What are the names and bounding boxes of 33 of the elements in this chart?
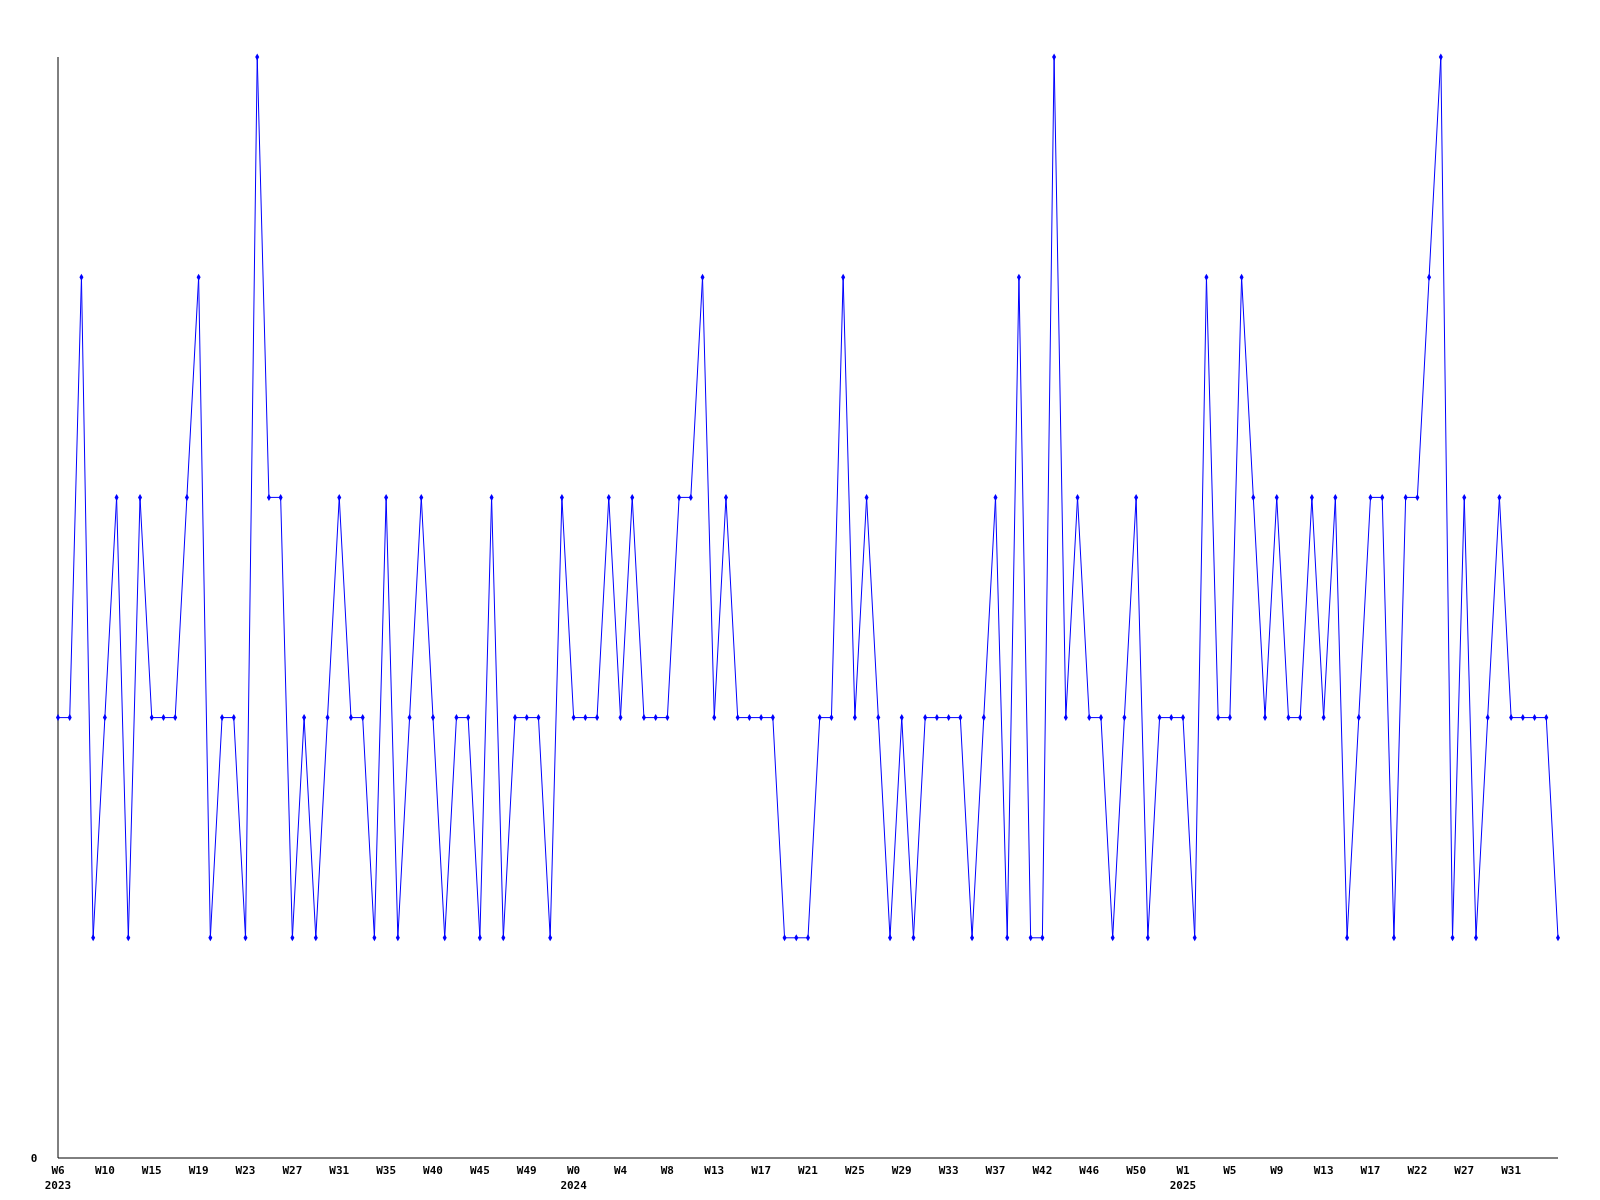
x-tick-label: W35 (376, 1164, 397, 1177)
x-tick-label: W22 (1407, 1164, 1428, 1177)
x-tick-label: W5 (1223, 1164, 1237, 1177)
x-tick-label: W1 2025 (1169, 1164, 1197, 1192)
x-tick-label: W23 (235, 1164, 256, 1177)
x-tick-label: W33 (938, 1164, 959, 1177)
x-tick-label: W13 (1313, 1164, 1334, 1177)
x-tick-label: W45 (469, 1164, 490, 1177)
x-tick-label: W50 (1126, 1164, 1147, 1177)
x-tick-label: W15 (141, 1164, 162, 1177)
x-tick-label: W40 (423, 1164, 443, 1177)
x-tick-label: W21 (798, 1164, 819, 1177)
x-tick-label: W19 (188, 1164, 209, 1177)
x-tick-label: W46 (1079, 1164, 1100, 1177)
x-tick-label: W8 (660, 1164, 674, 1177)
x-tick-label: W31 (329, 1164, 350, 1177)
x-tick-label: W10 (94, 1164, 115, 1177)
x-tick-label: W42 (1032, 1164, 1053, 1177)
text: 0 (30, 1152, 38, 1165)
x-tick-label: W0 2024 (560, 1164, 588, 1192)
x-tick-label: W4 (613, 1164, 628, 1177)
x-tick-label: W29 (891, 1164, 912, 1177)
x-tick-label: W6 2023 (44, 1164, 72, 1192)
x-tick-label: W25 (844, 1164, 865, 1177)
x-tick-label: W49 (516, 1164, 537, 1177)
x-tick-label: W17 (751, 1164, 772, 1177)
x-tick-label: W27 (1454, 1164, 1475, 1177)
x-tick-label: W9 (1270, 1164, 1284, 1177)
x-tick-label: W31 (1501, 1164, 1522, 1177)
x-tick-label: W13 (704, 1164, 725, 1177)
x-tick-label: W17 (1360, 1164, 1381, 1177)
x-tick-label: W37 (985, 1164, 1006, 1177)
x-tick-label: W27 (282, 1164, 303, 1177)
